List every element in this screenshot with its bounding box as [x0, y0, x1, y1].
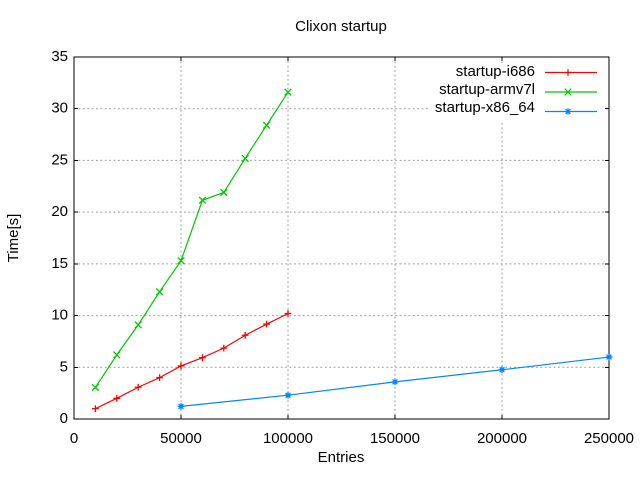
svg-text:0: 0 [70, 430, 78, 447]
svg-text:20: 20 [51, 203, 68, 220]
svg-text:5: 5 [60, 358, 68, 375]
svg-text:startup-i686: startup-i686 [456, 63, 535, 80]
svg-text:Clixon startup: Clixon startup [295, 18, 387, 35]
svg-text:startup-x86_64: startup-x86_64 [435, 99, 535, 116]
svg-text:100000: 100000 [263, 430, 313, 447]
svg-text:30: 30 [51, 100, 68, 117]
svg-text:150000: 150000 [370, 430, 420, 447]
svg-text:250000: 250000 [584, 430, 634, 447]
svg-text:Time[s]: Time[s] [5, 214, 22, 263]
svg-text:startup-armv7l: startup-armv7l [439, 81, 535, 98]
svg-text:200000: 200000 [477, 430, 527, 447]
svg-text:15: 15 [51, 255, 68, 272]
svg-text:10: 10 [51, 307, 68, 324]
svg-text:0: 0 [60, 410, 68, 427]
svg-text:25: 25 [51, 151, 68, 168]
svg-text:50000: 50000 [160, 430, 202, 447]
svg-text:35: 35 [51, 48, 68, 65]
svg-text:Entries: Entries [318, 449, 365, 466]
